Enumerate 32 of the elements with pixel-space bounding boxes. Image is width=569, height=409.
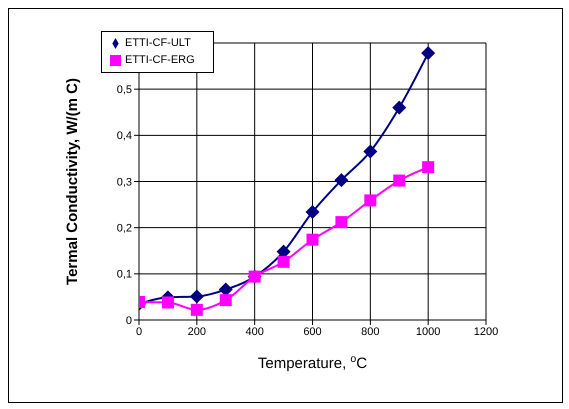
y-tick-label: 0,3 <box>116 176 132 188</box>
point <box>422 161 434 174</box>
y-tick-label: 0 <box>126 314 132 327</box>
x-tick-label: 1000 <box>416 326 440 338</box>
x-tick-label: 800 <box>361 326 380 338</box>
point <box>306 204 320 219</box>
y-tick-label: 0,2 <box>116 222 132 235</box>
x-tick-label: 0 <box>136 326 142 338</box>
point <box>393 174 406 187</box>
y-tick-label: 0,5 <box>116 84 132 96</box>
legend-label: ETTI-CF-ULT <box>125 37 191 49</box>
point <box>363 144 378 158</box>
point <box>334 173 348 188</box>
point <box>306 234 318 246</box>
x-tick-label: 200 <box>188 326 206 338</box>
point <box>190 289 204 304</box>
x-tick-label: 600 <box>303 326 322 338</box>
point <box>278 256 290 268</box>
y-tick-label: 0,1 <box>116 268 132 281</box>
legend-label: ETTI-CF-ERG <box>125 54 195 66</box>
y-tick-label: 0,4 <box>116 130 132 142</box>
y-axis-title: Termal Conductivity, W/(m C) <box>64 78 81 285</box>
x-axis-title: Temperature, $^{o}$C <box>258 353 368 372</box>
point <box>162 296 174 308</box>
point <box>335 216 348 228</box>
x-tick-label: 400 <box>245 326 264 338</box>
point <box>392 100 406 115</box>
point <box>364 194 376 206</box>
point <box>190 304 203 316</box>
point <box>220 294 232 306</box>
x-tick-label: 1200 <box>474 326 498 338</box>
point <box>421 46 436 60</box>
